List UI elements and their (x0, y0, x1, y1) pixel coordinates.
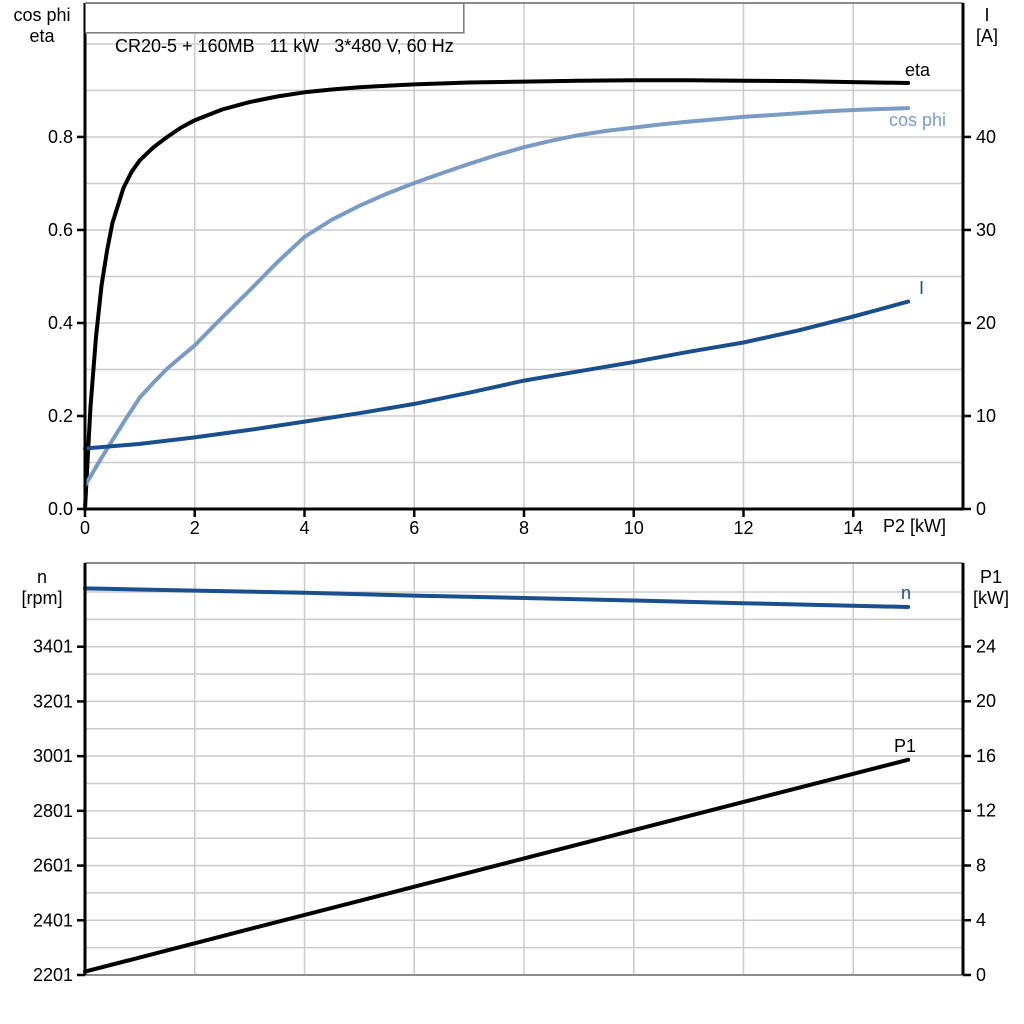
right-tick-label: 12 (976, 801, 996, 821)
x-tick-label: 6 (409, 518, 419, 538)
series (83, 586, 911, 974)
top-left-axis-header: cos phi eta (4, 5, 80, 47)
ticks: 0.0 0.2 0.4 0.6 0.8 0 10 20 30 40 0 2 4 6 8 10 12 14 (48, 127, 996, 538)
axis-label-eta: eta (29, 26, 55, 46)
curve-P1 (83, 757, 911, 974)
left-tick-label: 3001 (33, 746, 73, 766)
x-tick-label: 2 (190, 518, 200, 538)
right-tick-label: 40 (976, 127, 996, 147)
right-tick-label: 16 (976, 746, 996, 766)
right-tick-label: 0 (976, 499, 986, 519)
bottom-left-axis-header: n [rpm] (4, 567, 80, 609)
x-tick-label: 10 (624, 518, 644, 538)
x-tick-label: 14 (843, 518, 863, 538)
top-right-axis-header: I [A] (965, 5, 1009, 47)
x-tick-label: 12 (733, 518, 753, 538)
right-tick-label: 0 (976, 965, 986, 985)
x-tick-label: 8 (519, 518, 529, 538)
left-tick-label: 2601 (33, 856, 73, 876)
right-tick-label: 8 (976, 855, 986, 875)
left-tick-label: 2201 (33, 965, 73, 985)
curve-label-p1: P1 (894, 736, 917, 756)
right-tick-label: 30 (976, 220, 996, 240)
axis-label-current: I (984, 5, 990, 25)
curve-label-current: I (919, 278, 925, 298)
right-tick-label: 10 (976, 406, 996, 426)
top-chart: 0.0 0.2 0.4 0.6 0.8 0 10 20 30 40 0 2 4 6 8 10 12 14 (48, 2, 996, 538)
chart-title: CR20-5 + 160MB 11 kW 3*480 V, 60 Hz (115, 36, 454, 56)
axis-label-speed-unit: [rpm] (21, 588, 63, 608)
right-tick-label: 24 (976, 636, 996, 656)
frame (83, 562, 965, 976)
right-tick-label: 4 (976, 910, 986, 930)
bottom-right-axis-header: P1 [kW] (963, 567, 1019, 609)
axis-label-speed: n (36, 567, 47, 587)
x-tick-label: 0 (80, 518, 90, 538)
x-axis-label: P2 [kW] (883, 516, 947, 536)
left-tick-label: 0.2 (48, 406, 73, 426)
left-tick-label: 3201 (33, 691, 73, 711)
curve-eta (83, 78, 911, 511)
left-tick-label: 3401 (33, 637, 73, 657)
bottom-chart: 2201 2401 2601 2801 3001 3201 3401 0 4 8 12 16 20 24 (33, 562, 996, 985)
curve-I (83, 299, 911, 451)
right-tick-label: 20 (976, 691, 996, 711)
gridlines (85, 3, 963, 509)
axis-label-cos-phi: cos phi (13, 5, 71, 25)
series (83, 78, 911, 511)
curve-label-cos-phi: cos phi (889, 110, 947, 130)
curve-label-eta: eta (905, 60, 931, 80)
left-tick-label: 0.4 (48, 313, 73, 333)
curve-cos-phi (83, 106, 911, 488)
left-tick-label: 0.0 (48, 499, 73, 519)
axis-label-p1: P1 (979, 567, 1003, 587)
gridlines (85, 563, 963, 975)
left-tick-label: 0.8 (48, 127, 73, 147)
left-tick-label: 0.6 (48, 220, 73, 240)
right-tick-label: 20 (976, 313, 996, 333)
axis-label-p1-unit: [kW] (973, 588, 1009, 608)
left-tick-label: 2801 (33, 801, 73, 821)
curve-label-speed: n (901, 583, 912, 603)
ticks: 2201 2401 2601 2801 3001 3201 3401 0 4 8 12 16 20 24 (33, 636, 996, 985)
x-tick-label: 4 (299, 518, 309, 538)
left-tick-label: 2401 (33, 910, 73, 930)
axis-label-current-unit: [A] (975, 26, 998, 46)
chart-title-box: CR20-5 + 160MB 11 kW 3*480 V, 60 Hz (85, 3, 464, 56)
curve-n (83, 586, 911, 609)
